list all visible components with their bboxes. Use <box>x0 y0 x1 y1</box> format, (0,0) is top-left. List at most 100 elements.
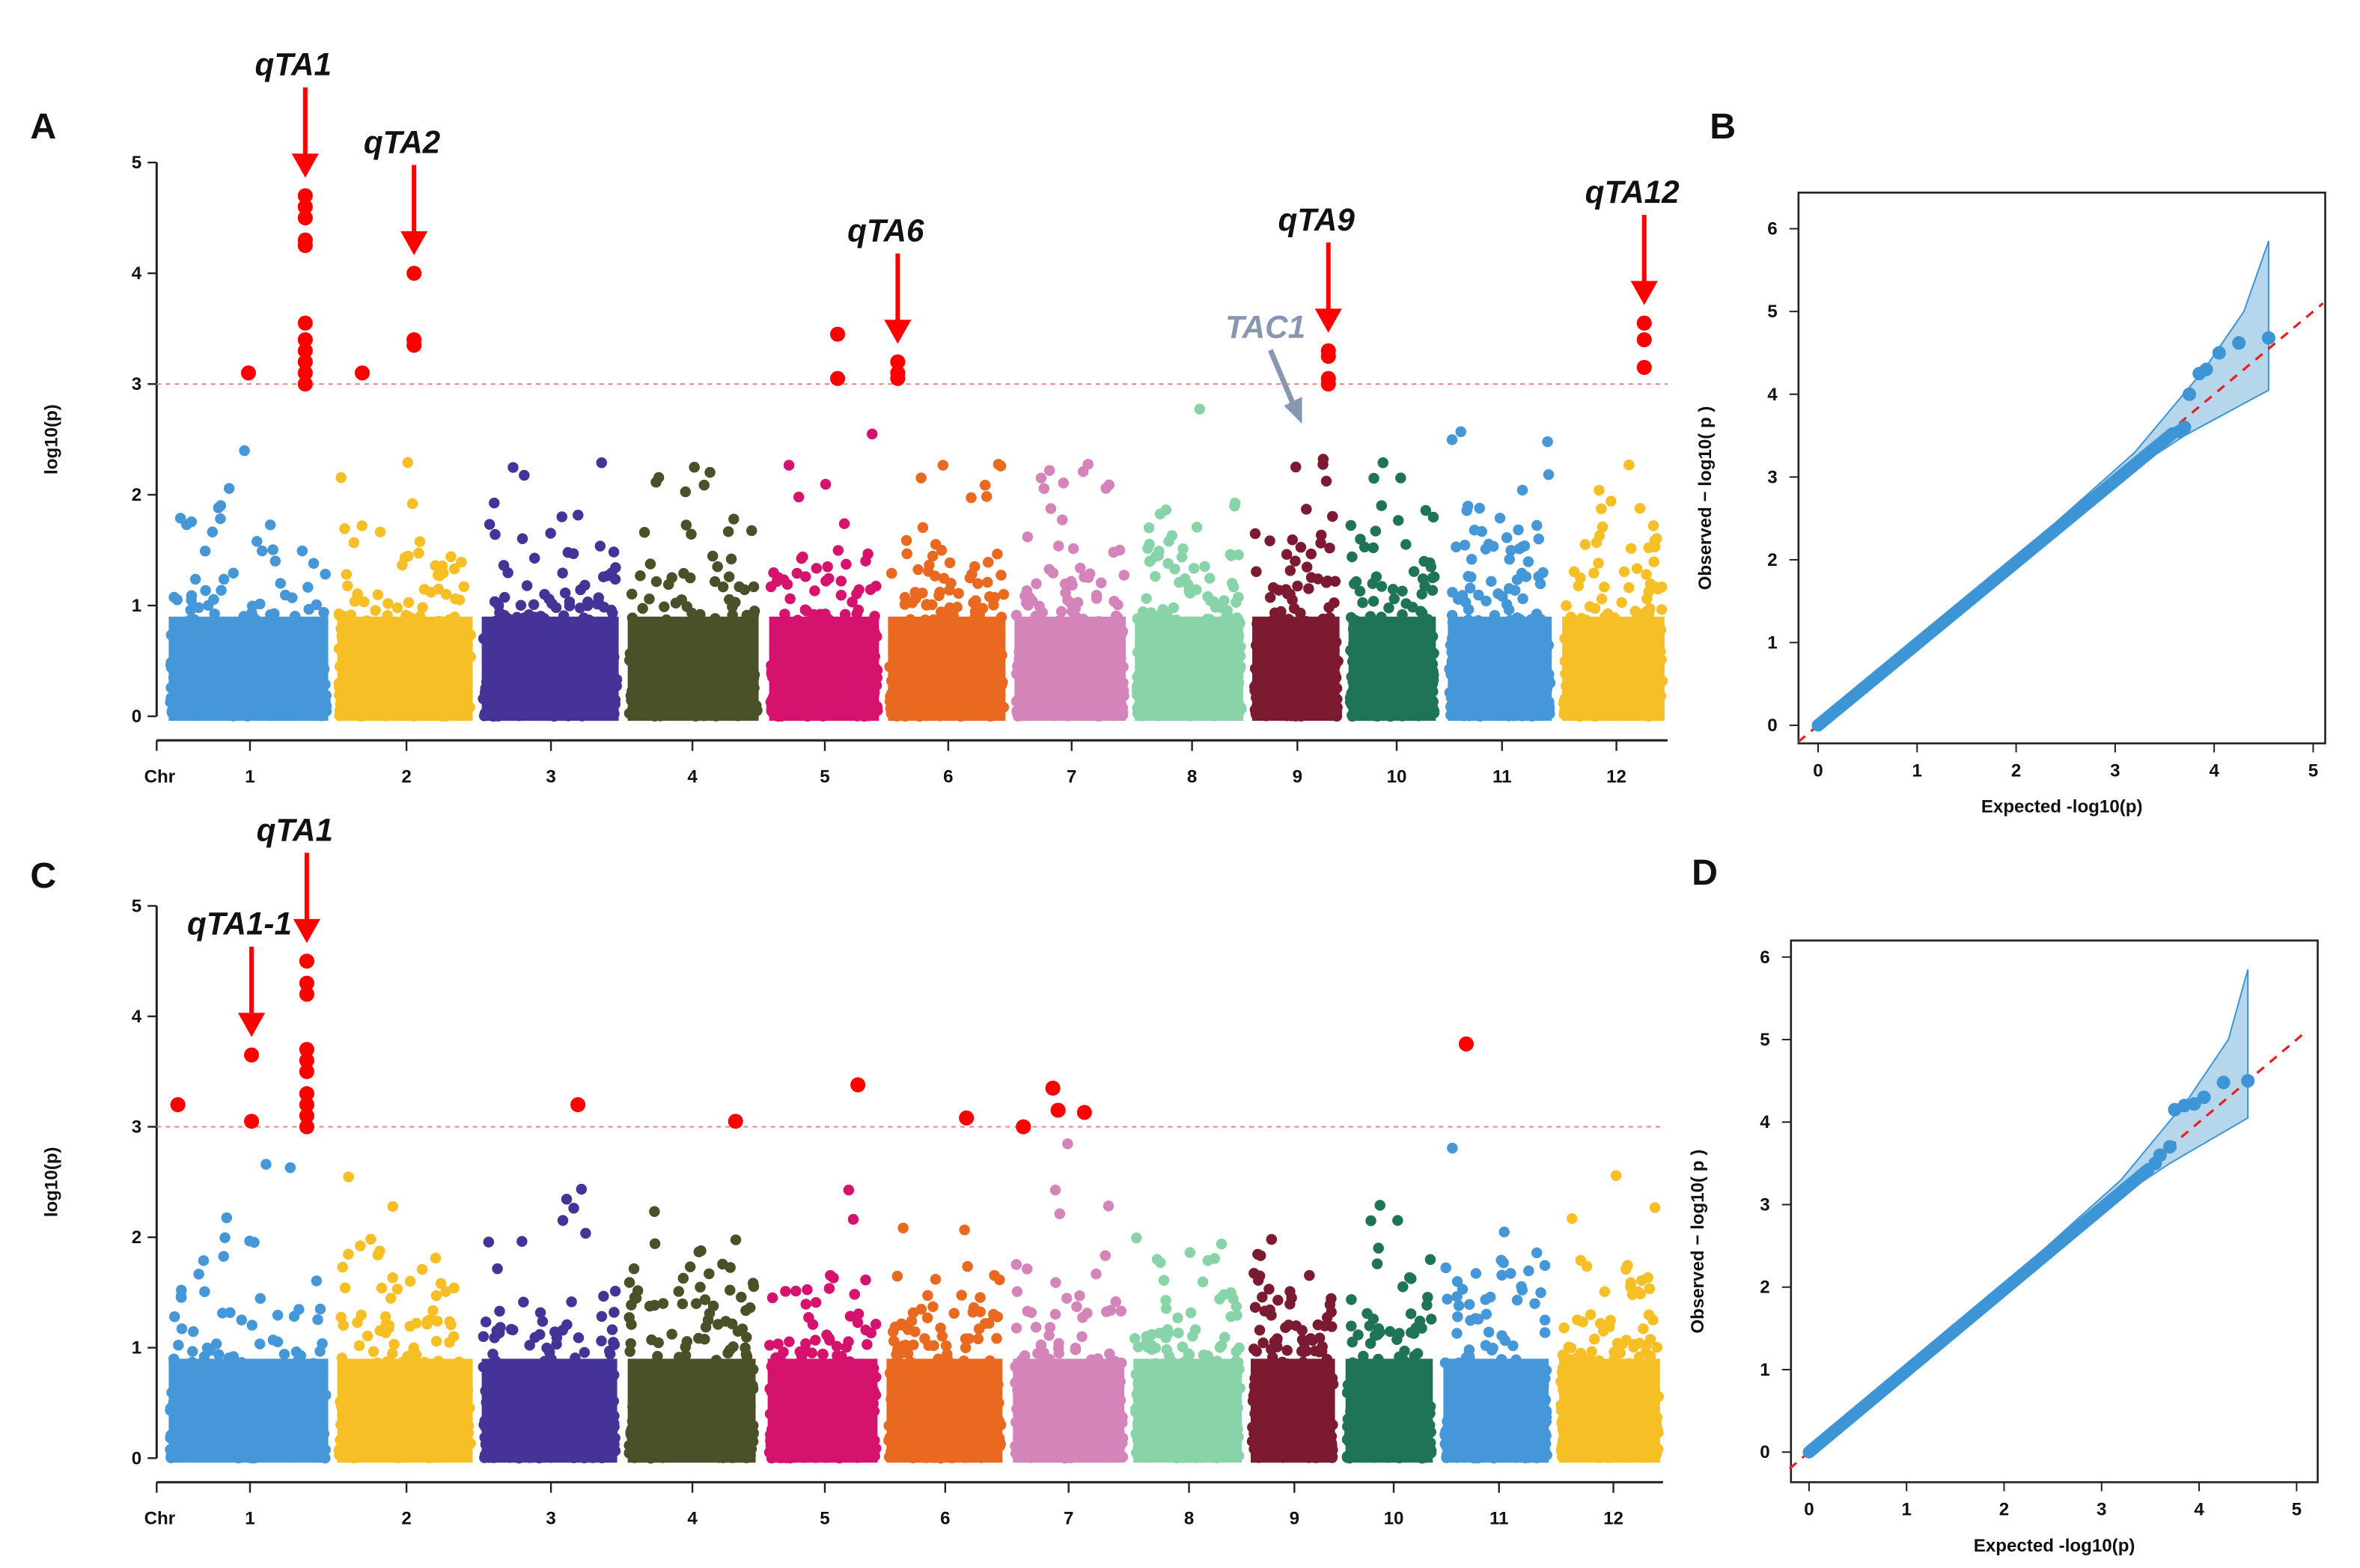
point <box>1502 641 1514 653</box>
point <box>1593 558 1604 569</box>
y-tick-label: 4 <box>132 263 142 284</box>
point <box>949 685 961 696</box>
point <box>1284 565 1296 576</box>
point <box>1513 524 1524 536</box>
point <box>1302 697 1314 708</box>
point <box>246 607 257 619</box>
point <box>832 621 844 632</box>
point <box>1230 628 1241 639</box>
point <box>1041 696 1053 708</box>
point <box>252 647 263 659</box>
point <box>350 677 362 689</box>
point <box>1024 651 1035 662</box>
point <box>840 683 852 695</box>
point <box>1053 540 1064 552</box>
point <box>993 641 1005 653</box>
point <box>1644 578 1656 590</box>
point <box>847 597 858 608</box>
point <box>215 513 226 525</box>
point <box>1486 576 1497 588</box>
point <box>510 661 522 672</box>
point <box>927 550 939 562</box>
point <box>972 628 984 639</box>
point <box>1616 597 1627 608</box>
point <box>1070 641 1082 653</box>
point <box>1647 520 1659 531</box>
point <box>425 631 436 642</box>
point <box>1376 581 1388 592</box>
point <box>573 509 584 521</box>
point <box>784 593 796 605</box>
point <box>420 643 432 655</box>
point <box>528 667 540 678</box>
point <box>1249 528 1261 540</box>
point <box>349 665 361 677</box>
point <box>490 528 501 540</box>
point <box>1489 641 1501 653</box>
point <box>851 631 862 642</box>
point <box>697 617 708 629</box>
point <box>1089 687 1100 698</box>
point <box>434 671 445 683</box>
point <box>583 614 595 626</box>
point <box>799 571 811 582</box>
point <box>698 479 710 491</box>
point <box>725 553 737 565</box>
point <box>1251 700 1263 711</box>
point <box>1106 648 1117 659</box>
y-axis-label: log10(p) <box>42 404 62 475</box>
point <box>1225 549 1237 561</box>
point <box>1387 584 1399 595</box>
point <box>860 555 871 567</box>
point <box>606 567 618 579</box>
point <box>1391 707 1403 719</box>
point <box>390 650 401 662</box>
point <box>528 599 540 611</box>
point <box>1082 459 1094 470</box>
point <box>1204 573 1216 584</box>
point <box>1224 670 1235 682</box>
point <box>1052 615 1064 627</box>
point <box>545 658 556 669</box>
point <box>556 511 567 522</box>
point <box>809 585 820 597</box>
point <box>768 567 779 579</box>
point <box>440 588 452 600</box>
point <box>296 680 308 691</box>
point <box>195 644 207 656</box>
point <box>805 635 817 647</box>
point <box>1047 650 1058 662</box>
point <box>412 630 424 642</box>
point <box>1416 607 1428 619</box>
point <box>1151 676 1162 687</box>
point <box>944 557 956 569</box>
point <box>432 570 444 581</box>
point <box>1500 682 1511 693</box>
point <box>1326 510 1338 522</box>
point <box>1345 611 1357 623</box>
point <box>1460 597 1472 608</box>
point <box>696 655 707 667</box>
point <box>1472 614 1484 626</box>
point <box>391 602 403 614</box>
y-tick-label: 5 <box>132 153 141 173</box>
point <box>1347 647 1359 659</box>
point <box>296 545 308 557</box>
point <box>510 679 522 690</box>
point <box>1192 654 1204 666</box>
point <box>1350 710 1361 721</box>
point <box>773 678 784 689</box>
point <box>832 545 844 556</box>
point <box>458 639 470 651</box>
point <box>487 694 498 705</box>
point <box>359 596 370 608</box>
point <box>406 498 418 510</box>
point <box>1424 703 1435 714</box>
point <box>585 668 597 680</box>
point <box>607 607 618 619</box>
point <box>254 598 266 610</box>
point <box>855 674 867 686</box>
point <box>969 605 981 617</box>
chromosome-12-points <box>1558 459 1668 722</box>
point <box>1140 623 1151 635</box>
